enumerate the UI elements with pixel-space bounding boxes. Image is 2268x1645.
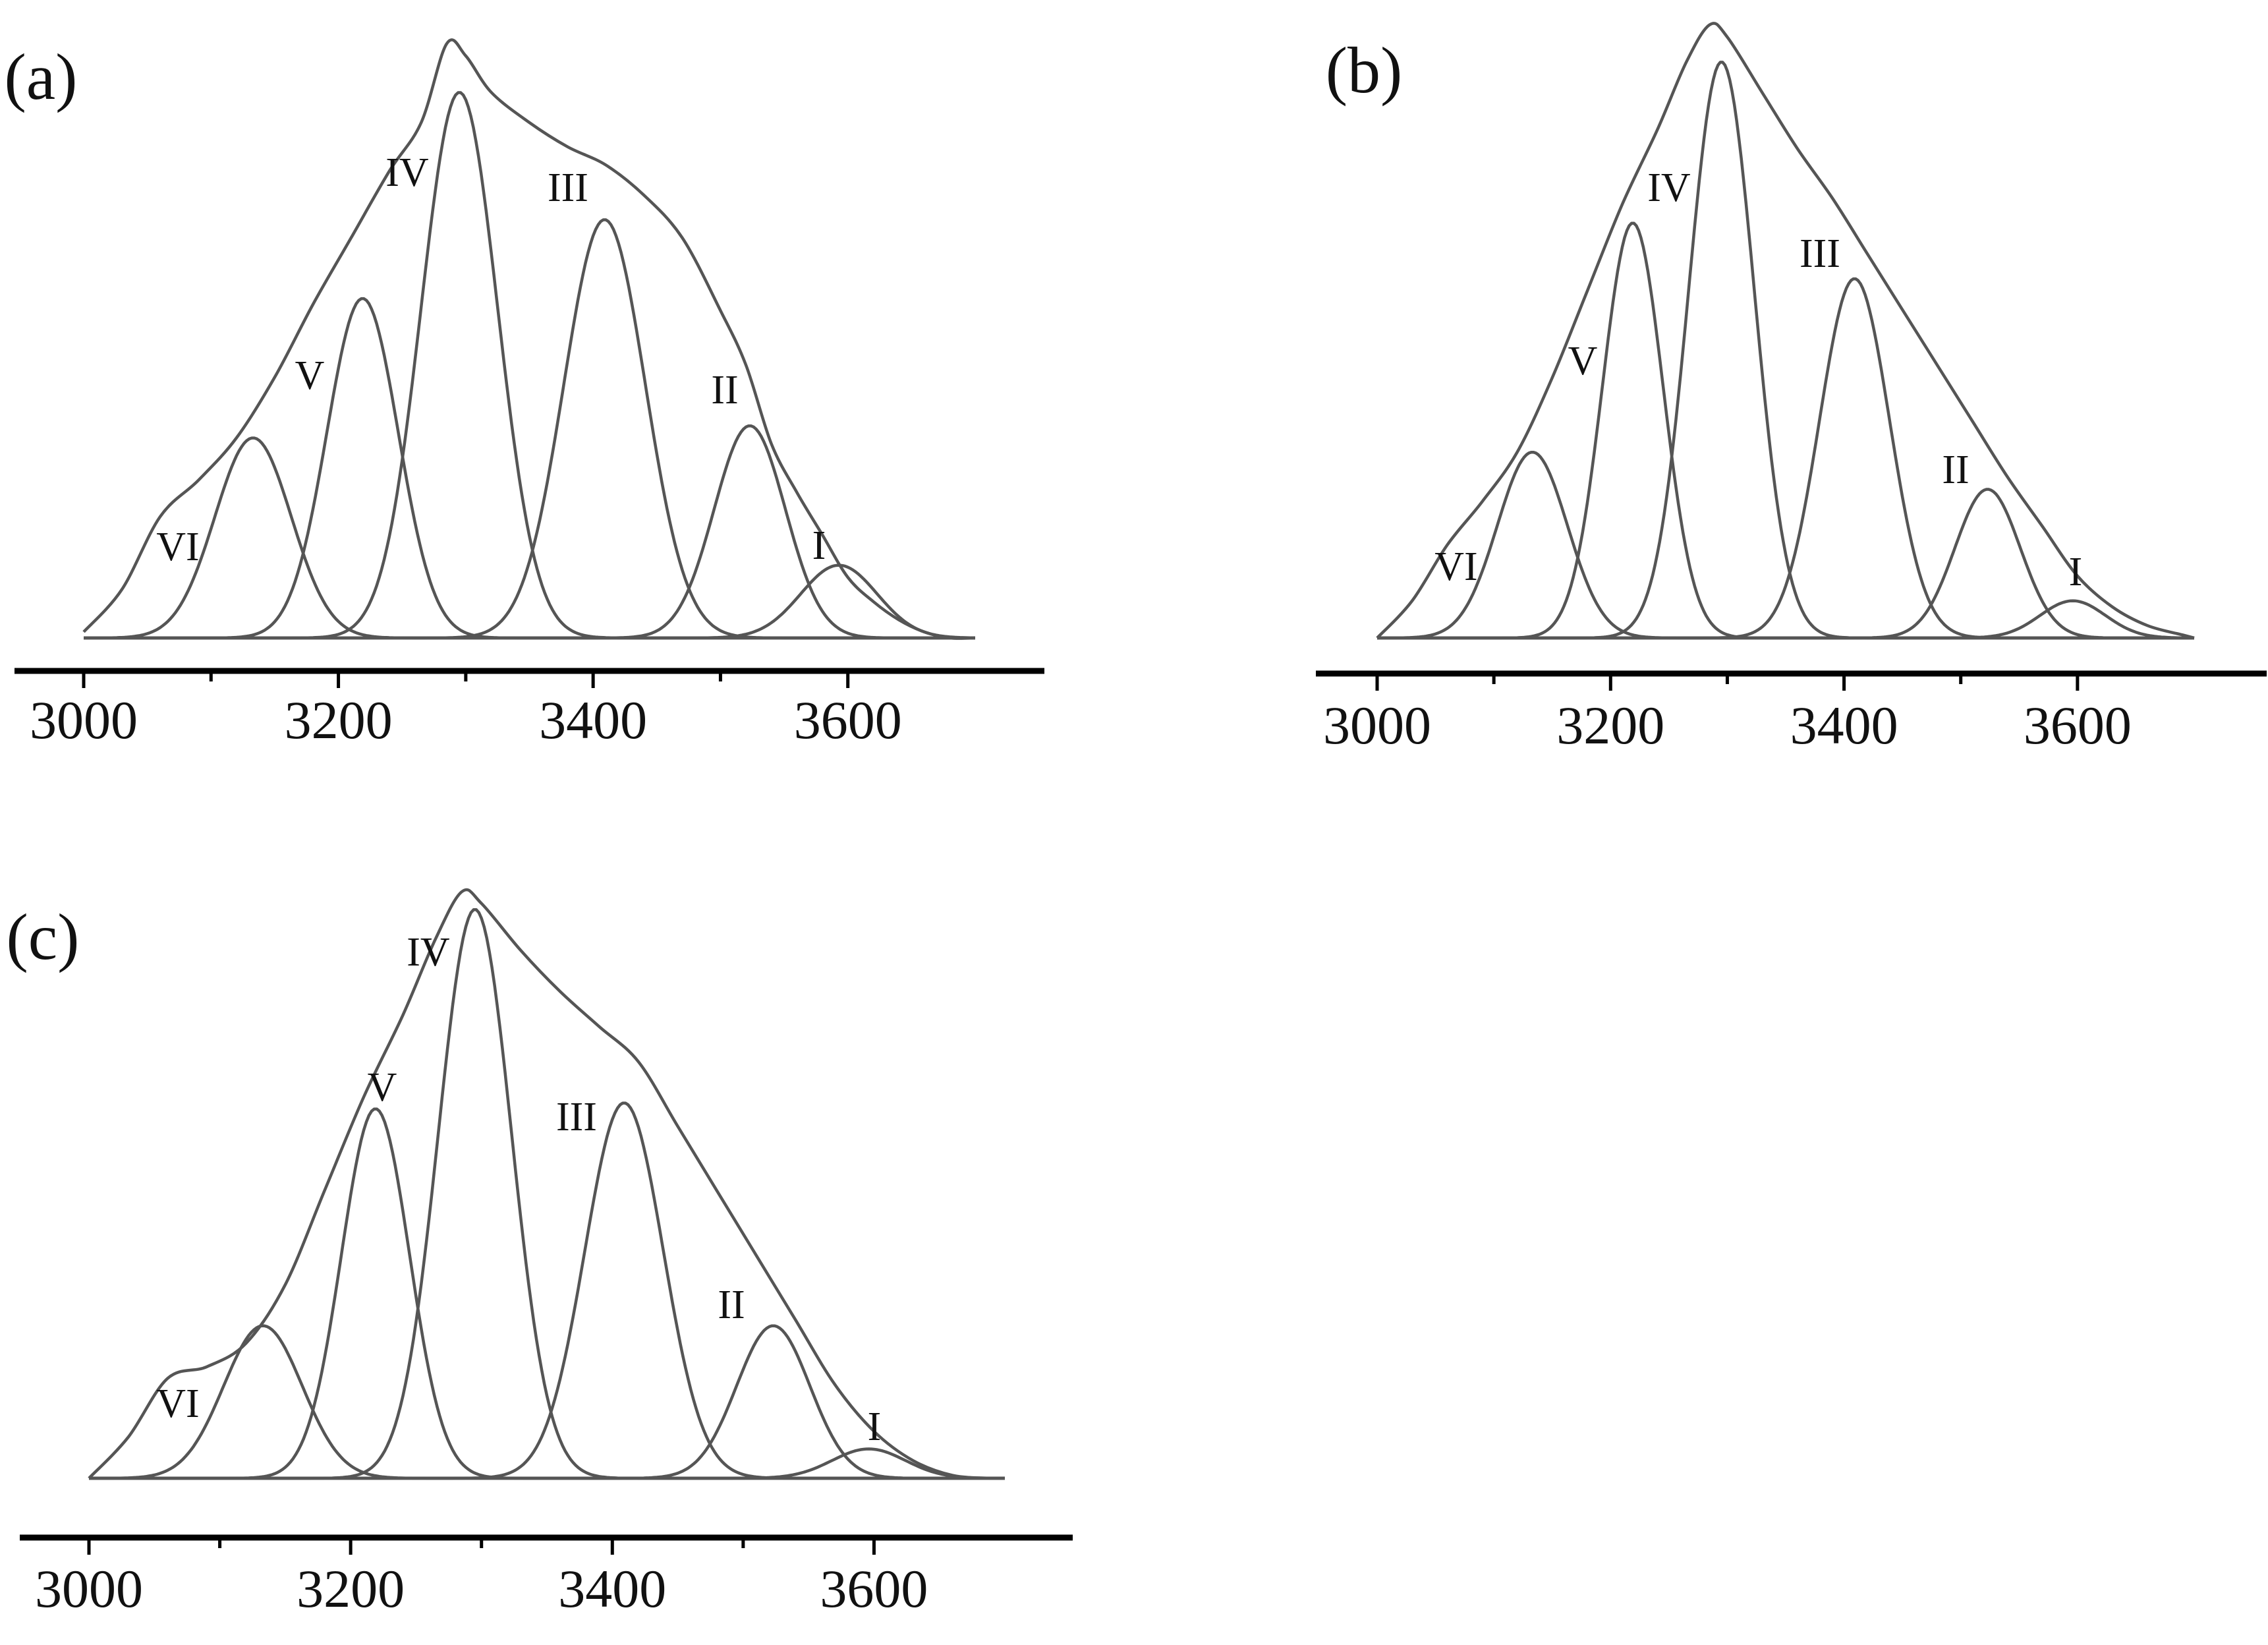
x-tick-label: 3200 — [297, 1559, 405, 1619]
peak-label-ii: II — [718, 1283, 745, 1327]
panel-label: (b) — [1326, 34, 1403, 107]
peak-label-vi: VI — [156, 525, 199, 569]
x-tick-label: 3600 — [2024, 695, 2132, 755]
envelope-curve — [82, 38, 976, 640]
peak-curve-vi — [89, 1324, 1005, 1480]
x-tick-label: 3400 — [1790, 695, 1898, 755]
panel-label: (a) — [5, 40, 78, 113]
envelope-curve — [88, 888, 1006, 1480]
peak-label-iii: III — [548, 165, 588, 210]
peak-label-ii: II — [1942, 447, 1969, 492]
peak-label-ii: II — [711, 368, 738, 413]
peak-label-v: V — [368, 1065, 397, 1110]
peak-label-iii: III — [1800, 231, 1840, 276]
peak-label-v: V — [295, 353, 325, 398]
peak-curve-v — [84, 297, 975, 640]
peak-label-iii: III — [556, 1095, 597, 1140]
x-tick-label: 3000 — [1323, 695, 1431, 755]
peak-curve-vi — [84, 436, 975, 640]
x-tick-label: 3600 — [820, 1559, 928, 1619]
peak-curve-ii — [89, 1324, 1005, 1480]
x-tick-label: 3400 — [558, 1559, 666, 1619]
peak-label-vi: VI — [1434, 544, 1477, 589]
peak-label-i: I — [868, 1404, 882, 1449]
peak-label-iv: IV — [407, 930, 450, 975]
peak-curve-iv — [89, 908, 1005, 1480]
x-tick-label: 3000 — [35, 1559, 143, 1619]
peak-curve-iii — [84, 218, 975, 640]
peak-label-vi: VI — [156, 1381, 199, 1426]
peak-curve-vi — [1377, 450, 2194, 640]
x-tick-label: 3200 — [1556, 695, 1664, 755]
x-tick-label: 3000 — [30, 690, 138, 750]
x-tick-label: 3600 — [794, 690, 902, 750]
peak-label-iv: IV — [1647, 165, 1691, 210]
x-tick-label: 3400 — [539, 690, 647, 750]
panel-label: (c) — [7, 900, 80, 973]
peak-curve-i — [84, 563, 975, 640]
x-tick-label: 3200 — [285, 690, 393, 750]
peak-label-i: I — [2069, 550, 2083, 594]
peak-label-i: I — [812, 523, 826, 568]
peak-label-iv: IV — [385, 150, 429, 195]
envelope-curve — [1376, 22, 2195, 640]
peak-label-v: V — [1568, 339, 1598, 384]
